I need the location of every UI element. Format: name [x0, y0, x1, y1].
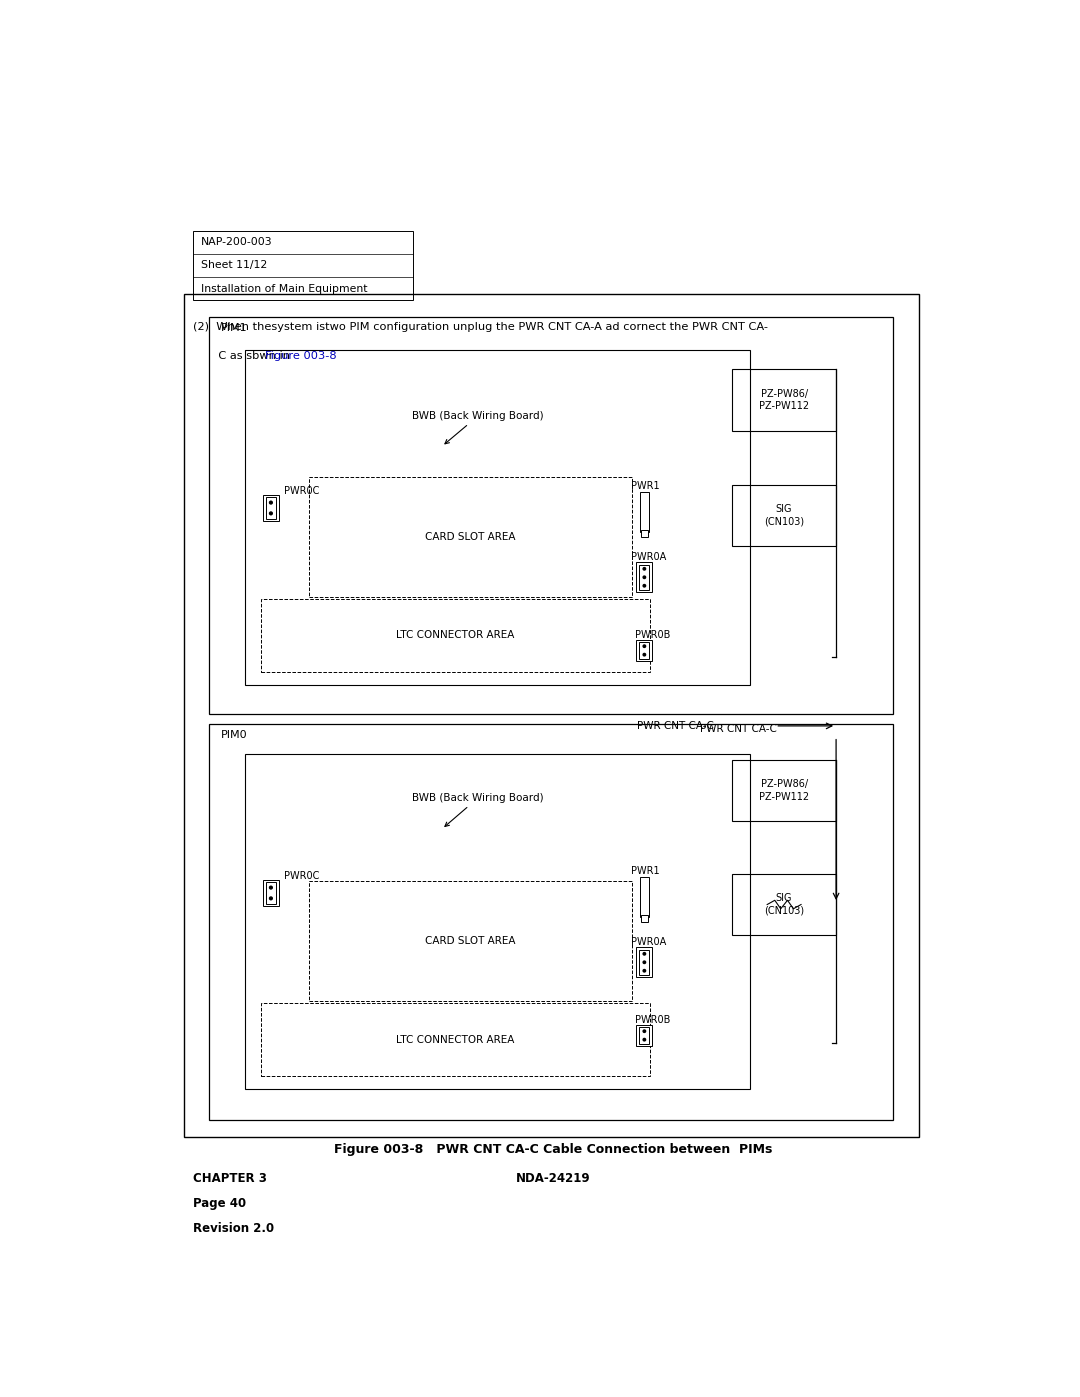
Bar	[639, 950, 649, 975]
Bar	[210, 724, 893, 1120]
Text: PWR0C: PWR0C	[284, 486, 320, 496]
Text: PWR0A: PWR0A	[631, 552, 665, 562]
Text: SIG
(CN103): SIG (CN103)	[764, 893, 805, 915]
Bar	[636, 1024, 652, 1046]
Bar	[210, 317, 893, 714]
Bar	[245, 351, 750, 685]
Text: PWR1: PWR1	[631, 481, 659, 490]
Bar	[309, 478, 632, 597]
Text: PWR0B: PWR0B	[635, 1016, 671, 1025]
Text: PIM0: PIM0	[220, 729, 247, 740]
Circle shape	[643, 1038, 646, 1041]
Circle shape	[270, 886, 272, 888]
Bar	[636, 947, 652, 978]
Bar	[640, 492, 649, 532]
Circle shape	[643, 576, 646, 578]
Text: BWB (Back Wiring Board): BWB (Back Wiring Board)	[413, 793, 544, 827]
Bar	[640, 531, 648, 538]
Text: PIM1: PIM1	[220, 323, 247, 332]
Text: PZ-PW86/
PZ-PW112: PZ-PW86/ PZ-PW112	[759, 780, 809, 802]
Bar	[636, 562, 652, 592]
Text: Figure 003-8: Figure 003-8	[265, 351, 336, 360]
Text: PWR CNT CA-C: PWR CNT CA-C	[636, 721, 714, 731]
Bar	[732, 873, 836, 936]
Text: Revision 2.0: Revision 2.0	[193, 1222, 274, 1235]
Circle shape	[643, 970, 646, 972]
Circle shape	[643, 961, 646, 964]
Bar	[261, 599, 650, 672]
Text: BWB (Back Wiring Board): BWB (Back Wiring Board)	[413, 411, 544, 444]
Bar	[732, 485, 836, 546]
Bar	[261, 1003, 650, 1076]
Text: PWR CNT CA-C: PWR CNT CA-C	[700, 724, 777, 733]
Text: NAP-200-003: NAP-200-003	[201, 237, 272, 247]
Text: SIG
(CN103): SIG (CN103)	[764, 504, 805, 527]
Circle shape	[643, 584, 646, 587]
Bar	[636, 640, 652, 661]
Circle shape	[270, 897, 272, 900]
Circle shape	[643, 953, 646, 956]
Bar	[266, 882, 275, 904]
Text: PWR0C: PWR0C	[284, 872, 320, 882]
Text: LTC CONNECTOR AREA: LTC CONNECTOR AREA	[396, 1035, 514, 1045]
Bar	[639, 1027, 649, 1044]
Bar	[245, 754, 750, 1090]
Text: CARD SLOT AREA: CARD SLOT AREA	[426, 936, 515, 946]
Text: LTC CONNECTOR AREA: LTC CONNECTOR AREA	[396, 630, 514, 640]
Text: PWR1: PWR1	[631, 866, 659, 876]
Circle shape	[270, 511, 272, 514]
Bar	[184, 293, 919, 1137]
Text: Installation of Main Equipment: Installation of Main Equipment	[201, 284, 367, 293]
Bar	[732, 369, 836, 432]
Text: (2)  When thesystem istwo PIM configuration unplug the PWR CNT CA-A ad cornect t: (2) When thesystem istwo PIM configurati…	[193, 321, 768, 331]
Circle shape	[643, 1030, 646, 1032]
Bar	[639, 564, 649, 590]
Text: C as sbwn in: C as sbwn in	[193, 351, 294, 360]
Text: PWR0A: PWR0A	[631, 937, 665, 947]
Text: PZ-PW86/
PZ-PW112: PZ-PW86/ PZ-PW112	[759, 388, 809, 411]
Circle shape	[643, 567, 646, 570]
Circle shape	[643, 654, 646, 657]
Bar	[262, 495, 279, 521]
Bar	[640, 915, 648, 922]
Text: CARD SLOT AREA: CARD SLOT AREA	[426, 532, 515, 542]
Bar	[193, 231, 413, 300]
Text: CHAPTER 3: CHAPTER 3	[193, 1172, 267, 1186]
Circle shape	[643, 645, 646, 647]
Text: Page 40: Page 40	[193, 1197, 246, 1210]
Bar	[639, 643, 649, 659]
Bar	[640, 877, 649, 916]
Circle shape	[270, 502, 272, 504]
Bar	[262, 880, 279, 907]
Text: PWR0B: PWR0B	[635, 630, 671, 640]
Text: Sheet 11/12: Sheet 11/12	[201, 260, 267, 271]
Text: Figure 003-8   PWR CNT CA-C Cable Connection between  PIMs: Figure 003-8 PWR CNT CA-C Cable Connecti…	[335, 1143, 772, 1155]
Bar	[266, 497, 275, 518]
Bar	[309, 882, 632, 1000]
Text: NDA-24219: NDA-24219	[516, 1172, 591, 1186]
Bar	[732, 760, 836, 821]
